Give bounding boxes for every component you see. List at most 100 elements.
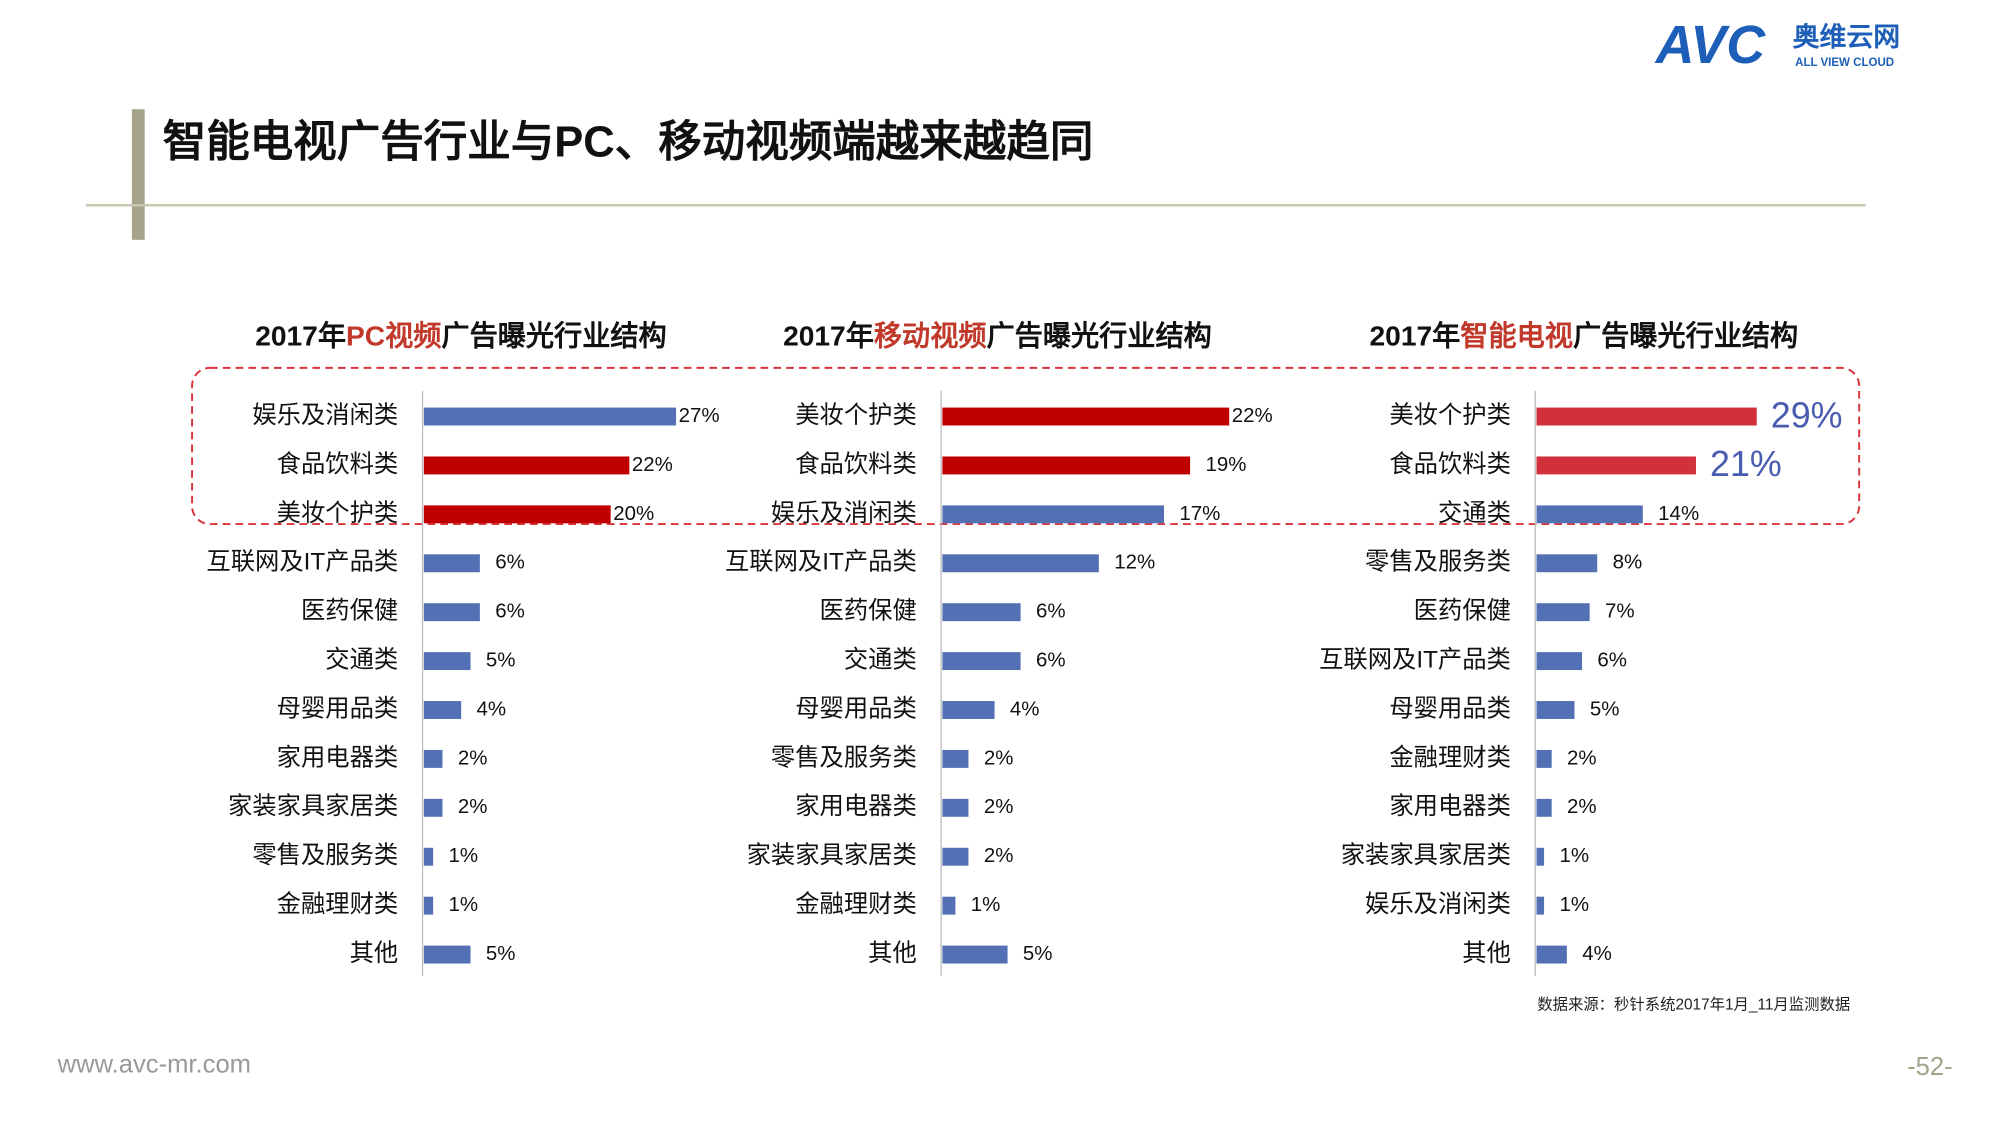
bar: [942, 798, 969, 817]
value-label: 17%: [1179, 502, 1220, 525]
value-label: 6%: [495, 600, 525, 623]
bar: [942, 749, 969, 768]
value-label: 6%: [1036, 648, 1066, 671]
category-label: 其他: [868, 940, 917, 967]
category-label: 娱乐及消闲类: [1365, 891, 1511, 918]
category-label: 其他: [1462, 940, 1511, 967]
logo: AVC: [1654, 15, 1767, 75]
bar: [1536, 652, 1583, 671]
bar: [1536, 407, 1757, 426]
category-label: 零售及服务类: [771, 744, 917, 771]
category-label: 互联网及IT产品类: [1319, 647, 1511, 674]
title-accent: [131, 109, 145, 240]
value-label: 2%: [984, 844, 1014, 867]
bar: [423, 554, 480, 573]
bar: [1536, 456, 1696, 475]
logo-en: ALL VIEW CLOUD: [1795, 57, 1894, 69]
value-label: 1%: [971, 893, 1001, 916]
bar: [1536, 896, 1545, 915]
category-label: 医药保健: [301, 598, 398, 625]
category-label: 零售及服务类: [1365, 549, 1511, 576]
value-label: 1%: [1559, 893, 1589, 916]
category-label: 食品饮料类: [795, 451, 917, 478]
value-label: 5%: [486, 942, 516, 965]
category-label: 母婴用品类: [1389, 695, 1511, 722]
category-label: 娱乐及消闲类: [771, 500, 917, 527]
category-label: 医药保健: [820, 598, 917, 625]
bar: [423, 896, 434, 915]
value-label: 14%: [1658, 502, 1699, 525]
value-label: 22%: [632, 453, 673, 476]
logo-cn: 奥维云网: [1793, 21, 1901, 52]
category-label: 金融理财类: [277, 891, 399, 918]
bar: [423, 701, 462, 719]
value-label: 6%: [1597, 648, 1627, 671]
bar: [1536, 749, 1552, 768]
website: www.avc-mr.com: [57, 1050, 251, 1078]
value-label: 8%: [1613, 551, 1643, 574]
category-label: 美妆个护类: [1389, 402, 1511, 429]
value-label: 7%: [1605, 600, 1635, 623]
category-label: 家用电器类: [1389, 793, 1511, 820]
bar: [1536, 505, 1643, 524]
bar: [423, 798, 443, 817]
category-label: 家用电器类: [795, 793, 917, 820]
bar: [423, 847, 434, 866]
bar: [942, 603, 1021, 622]
bar: [942, 701, 995, 719]
highlight-box: [191, 366, 1861, 526]
category-label: 娱乐及消闲类: [252, 402, 398, 429]
bar: [423, 407, 677, 426]
category-label: 食品饮料类: [277, 451, 399, 478]
value-label: 1%: [1559, 844, 1589, 867]
category-label: 交通类: [325, 647, 398, 674]
bar: [1536, 945, 1567, 964]
value-label: 5%: [1590, 697, 1620, 720]
value-label: 27%: [679, 404, 720, 427]
chart-title: 2017年PC视频广告曝光行业结构: [255, 320, 667, 352]
value-label: 1%: [449, 893, 479, 916]
value-label: 6%: [1036, 600, 1066, 623]
value-label: 6%: [495, 551, 525, 574]
bar: [1536, 847, 1545, 866]
value-label: 1%: [449, 844, 479, 867]
value-label: 29%: [1771, 395, 1843, 435]
category-label: 家装家具家居类: [228, 793, 398, 820]
bar: [1536, 701, 1575, 719]
chart-title: 2017年移动视频广告曝光行业结构: [783, 320, 1212, 352]
value-label: 5%: [486, 648, 516, 671]
value-label: 2%: [984, 795, 1014, 818]
chart-title: 2017年智能电视广告曝光行业结构: [1370, 320, 1799, 352]
bar: [942, 456, 1191, 475]
bar: [942, 554, 1099, 573]
bar: [423, 456, 630, 475]
bar: [423, 945, 471, 964]
category-label: 金融理财类: [1389, 744, 1511, 771]
value-label: 2%: [1567, 746, 1597, 769]
category-label: 互联网及IT产品类: [725, 549, 917, 576]
value-label: 2%: [984, 746, 1014, 769]
category-label: 家装家具家居类: [1341, 842, 1511, 869]
bar: [423, 652, 471, 671]
category-label: 家用电器类: [277, 744, 399, 771]
category-label: 母婴用品类: [277, 695, 399, 722]
value-label: 2%: [458, 746, 488, 769]
value-label: 19%: [1205, 453, 1246, 476]
category-label: 金融理财类: [795, 891, 917, 918]
value-label: 5%: [1023, 942, 1053, 965]
category-label: 互联网及IT产品类: [206, 549, 398, 576]
bar: [423, 505, 611, 524]
bar: [423, 749, 443, 768]
value-label: 4%: [1582, 942, 1612, 965]
bar: [942, 945, 1008, 964]
bar: [942, 505, 1165, 524]
value-label: 4%: [477, 697, 507, 720]
bar: [942, 896, 956, 915]
value-label: 2%: [458, 795, 488, 818]
bar: [423, 603, 480, 622]
bar: [1536, 603, 1590, 622]
category-label: 美妆个护类: [277, 500, 399, 527]
value-label: 20%: [613, 502, 654, 525]
value-label: 21%: [1710, 444, 1782, 484]
